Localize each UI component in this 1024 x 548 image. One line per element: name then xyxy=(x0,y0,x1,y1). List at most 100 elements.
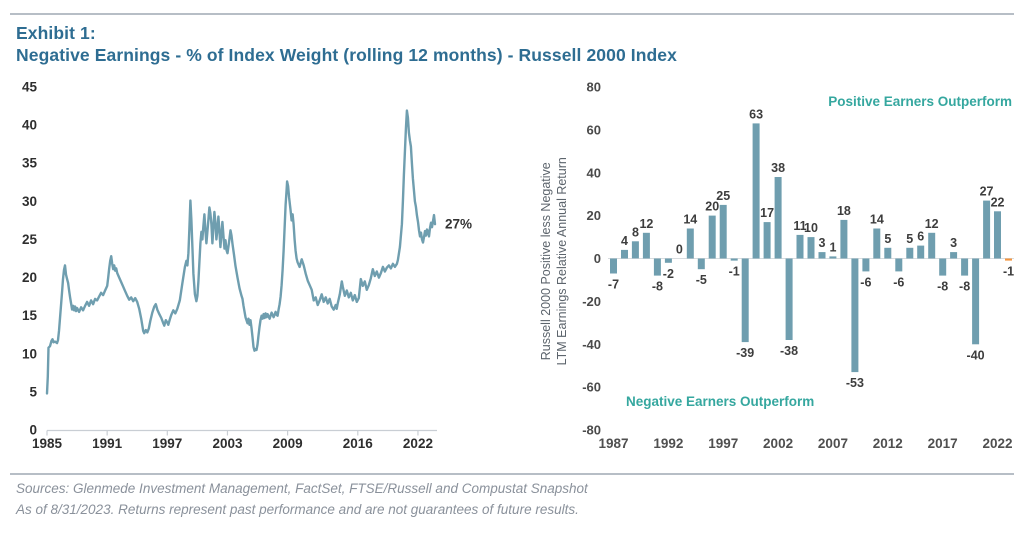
bar-value-label: 8 xyxy=(632,225,639,239)
bar-value-label: -1 xyxy=(729,265,740,279)
bar xyxy=(774,177,782,259)
y-tick-label: 20 xyxy=(22,270,37,285)
y-tick-label: -60 xyxy=(582,380,601,395)
bar xyxy=(950,252,958,259)
bar-value-label: -39 xyxy=(736,346,754,360)
bar-value-label: -6 xyxy=(893,275,904,289)
x-tick-label: 2009 xyxy=(273,436,303,451)
bar-value-label: -40 xyxy=(967,348,985,362)
bar xyxy=(851,258,859,373)
y-tick-label: 40 xyxy=(22,118,37,133)
x-tick-label: 1985 xyxy=(32,436,63,451)
bar-value-label: -53 xyxy=(846,376,864,390)
bar-chart-relative-return: 806040200-20-40-60-80-74812-8-2014-52025… xyxy=(582,80,1014,451)
footer-asof-line: As of 8/31/2023. Returns represent past … xyxy=(16,501,579,517)
y-tick-label: 60 xyxy=(587,122,601,137)
bar-value-label: 18 xyxy=(837,204,851,218)
bar-value-label: -1 xyxy=(1003,265,1014,279)
bar xyxy=(642,232,650,259)
bar-value-label: -8 xyxy=(937,280,948,294)
bar xyxy=(708,215,716,259)
bar-value-label: 17 xyxy=(760,206,774,220)
bar-value-label: -38 xyxy=(780,344,798,358)
bar xyxy=(939,258,947,276)
bar xyxy=(818,252,826,259)
bar xyxy=(895,258,903,272)
y-tick-label: 0 xyxy=(594,251,601,266)
bar xyxy=(807,237,815,259)
bar xyxy=(873,228,881,259)
bar-value-label: 27 xyxy=(980,185,994,199)
y-tick-label: 5 xyxy=(29,384,37,399)
x-tick-label: 1987 xyxy=(598,436,628,451)
bar-value-label: 11 xyxy=(793,219,806,233)
bar xyxy=(730,258,738,261)
bar xyxy=(610,258,617,274)
bar-value-label: -5 xyxy=(696,273,707,287)
y-tick-label: -80 xyxy=(582,423,601,438)
y-tick-label: 20 xyxy=(587,208,601,223)
y-tick-label: 0 xyxy=(29,423,37,438)
x-tick-label: 2022 xyxy=(983,436,1013,451)
bar-value-label: -7 xyxy=(608,278,619,292)
bar xyxy=(906,247,914,259)
top-divider xyxy=(10,13,1014,15)
y-tick-label: 25 xyxy=(22,232,38,247)
bar xyxy=(719,204,727,259)
y-tick-label: -40 xyxy=(582,337,601,352)
bar-value-label: 12 xyxy=(925,217,939,231)
bar-value-label: 5 xyxy=(884,232,891,246)
bar xyxy=(796,234,804,259)
bar xyxy=(884,247,892,259)
bar xyxy=(862,258,870,272)
bar xyxy=(840,219,848,259)
bar-value-label: -8 xyxy=(959,280,970,294)
bar xyxy=(1005,258,1012,261)
bar xyxy=(686,228,694,259)
y-tick-label: -20 xyxy=(582,294,601,309)
bar-chart-container: Russell 2000 Positive less Negative LTM … xyxy=(524,80,1018,465)
bar-value-label: 25 xyxy=(716,189,730,203)
bar xyxy=(972,258,980,345)
charts-row: 45 40 35 30 25 20 15 10 5 0 1985 1991 1997 2003 2009 20… xyxy=(0,80,1024,465)
x-tick-label: 1992 xyxy=(653,436,683,451)
page-title: Negative Earnings - % of Index Weight (r… xyxy=(16,45,677,65)
y-tick-label: 15 xyxy=(22,308,38,323)
footer: Sources: Glenmede Investment Management,… xyxy=(0,481,1024,519)
bar xyxy=(983,200,991,259)
bar-value-label: 12 xyxy=(639,217,653,231)
x-tick-label: 2003 xyxy=(212,436,243,451)
bar xyxy=(741,258,749,343)
x-tick-label: 1997 xyxy=(152,436,182,451)
bar xyxy=(917,245,925,259)
bar xyxy=(994,211,1001,259)
footer-divider xyxy=(10,473,1014,475)
bar xyxy=(631,241,639,259)
bar-value-label: 14 xyxy=(870,213,884,227)
bar xyxy=(829,256,837,259)
bar xyxy=(961,258,969,276)
bar xyxy=(763,222,771,259)
x-tick-label: 1997 xyxy=(708,436,738,451)
bar-value-label: 38 xyxy=(771,161,785,175)
bar-value-label: 3 xyxy=(950,236,957,250)
bar-value-label: 0 xyxy=(676,243,683,257)
exhibit-label: Exhibit 1: xyxy=(16,23,96,43)
y-tick-label: 40 xyxy=(587,165,601,180)
y-tick-label: 45 xyxy=(22,80,38,95)
bar xyxy=(928,232,936,259)
bar-value-label: -6 xyxy=(860,275,871,289)
x-tick-label: 2016 xyxy=(343,436,374,451)
y-tick-label: 35 xyxy=(22,156,38,171)
bar-value-label: 3 xyxy=(818,236,825,250)
x-tick-label: 2012 xyxy=(873,436,903,451)
x-tick-label: 2022 xyxy=(403,436,433,451)
bar-value-label: 5 xyxy=(906,232,913,246)
bar-value-label: 63 xyxy=(749,107,763,121)
bar-value-label: 10 xyxy=(804,221,818,235)
x-tick-label: 1991 xyxy=(92,436,123,451)
bar-value-label: 14 xyxy=(683,213,697,227)
line-end-value-label: 27% xyxy=(445,217,472,232)
bar-value-label: 6 xyxy=(917,230,924,244)
